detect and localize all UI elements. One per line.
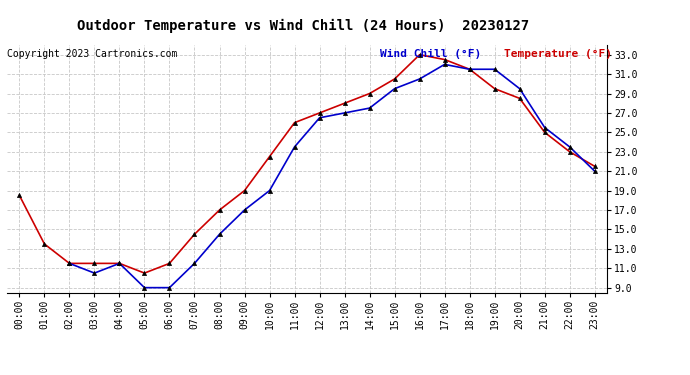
Text: Wind Chill (°F): Wind Chill (°F) bbox=[380, 49, 494, 59]
Text: Temperature (°F): Temperature (°F) bbox=[504, 49, 612, 59]
Text: Copyright 2023 Cartronics.com: Copyright 2023 Cartronics.com bbox=[7, 49, 177, 59]
Text: Outdoor Temperature vs Wind Chill (24 Hours)  20230127: Outdoor Temperature vs Wind Chill (24 Ho… bbox=[77, 19, 530, 33]
